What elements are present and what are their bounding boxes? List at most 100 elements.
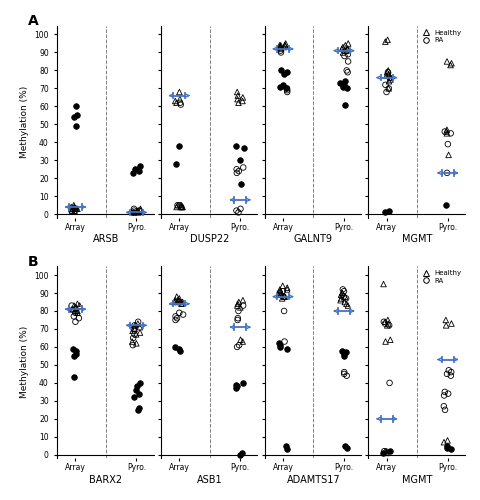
Point <box>173 201 181 209</box>
X-axis label: ARSB: ARSB <box>93 234 119 244</box>
Point <box>71 205 79 213</box>
Point <box>439 438 447 446</box>
Point <box>281 40 289 48</box>
Point <box>385 336 393 344</box>
Point <box>135 167 143 175</box>
Point <box>239 164 247 172</box>
Point <box>233 88 240 96</box>
Point <box>444 390 451 398</box>
Point <box>342 348 349 356</box>
Point <box>276 341 283 349</box>
Point <box>72 205 80 213</box>
Point <box>131 330 138 338</box>
Point <box>234 307 242 315</box>
Point <box>73 112 81 120</box>
Point <box>442 128 449 136</box>
Point <box>383 322 390 330</box>
Point <box>439 402 447 410</box>
Point <box>73 205 81 213</box>
Point <box>384 322 392 330</box>
Point <box>71 205 78 213</box>
Point <box>276 46 284 54</box>
Point <box>133 406 141 414</box>
Point <box>177 100 184 108</box>
Point <box>172 99 180 107</box>
Point <box>173 314 180 322</box>
Point <box>446 368 454 376</box>
Point <box>131 325 138 333</box>
Point <box>171 316 179 324</box>
Point <box>177 201 185 209</box>
Point <box>132 386 139 394</box>
Point <box>176 346 183 354</box>
X-axis label: BARX2: BARX2 <box>89 475 122 485</box>
Point <box>179 298 186 306</box>
Point <box>233 343 240 351</box>
Y-axis label: Methylation (%): Methylation (%) <box>20 86 29 158</box>
Point <box>130 205 137 213</box>
Point <box>176 99 183 107</box>
Point <box>442 444 450 452</box>
Point <box>131 166 139 173</box>
Point <box>283 84 290 92</box>
Point <box>280 338 288 345</box>
Point <box>442 322 449 330</box>
Point <box>382 88 390 96</box>
Point <box>69 205 76 213</box>
Point <box>342 372 350 380</box>
Point <box>379 280 386 288</box>
Legend: Healthy, RA: Healthy, RA <box>418 270 462 284</box>
Point <box>276 291 284 299</box>
Point <box>238 449 245 457</box>
X-axis label: MGMT: MGMT <box>401 475 432 485</box>
Point <box>76 302 84 310</box>
Point <box>73 309 81 317</box>
Point <box>175 344 182 352</box>
Point <box>384 320 391 328</box>
Point <box>177 203 185 211</box>
Point <box>283 86 290 94</box>
Point <box>442 126 450 134</box>
Point <box>276 43 283 51</box>
Point <box>278 81 286 89</box>
Point <box>135 390 143 398</box>
Point <box>384 68 391 76</box>
Point <box>177 203 184 211</box>
Point <box>178 300 186 308</box>
Point <box>72 304 80 312</box>
Point <box>134 318 142 326</box>
Point <box>129 327 136 335</box>
Point <box>340 370 348 378</box>
Point <box>172 203 180 211</box>
Point <box>340 52 348 60</box>
Point <box>378 449 386 457</box>
Point <box>439 392 447 400</box>
Point <box>280 292 288 300</box>
Point <box>72 205 80 213</box>
Point <box>338 48 346 56</box>
Point <box>129 208 137 216</box>
Point <box>384 84 392 92</box>
Point <box>232 206 240 214</box>
Point <box>234 208 242 216</box>
Point <box>283 68 290 76</box>
Point <box>130 394 137 402</box>
Point <box>343 84 350 92</box>
Point <box>136 328 144 336</box>
Point <box>234 99 242 107</box>
Point <box>171 298 179 306</box>
Point <box>129 169 136 177</box>
Point <box>233 314 241 322</box>
Point <box>342 294 349 302</box>
Point <box>70 374 77 382</box>
Point <box>336 294 344 302</box>
Point <box>336 296 344 304</box>
Point <box>343 45 350 53</box>
Point <box>175 309 183 317</box>
Point <box>237 180 244 188</box>
Point <box>340 100 348 108</box>
Point <box>386 447 394 455</box>
Point <box>444 151 452 159</box>
Point <box>381 447 388 455</box>
Point <box>381 81 388 89</box>
